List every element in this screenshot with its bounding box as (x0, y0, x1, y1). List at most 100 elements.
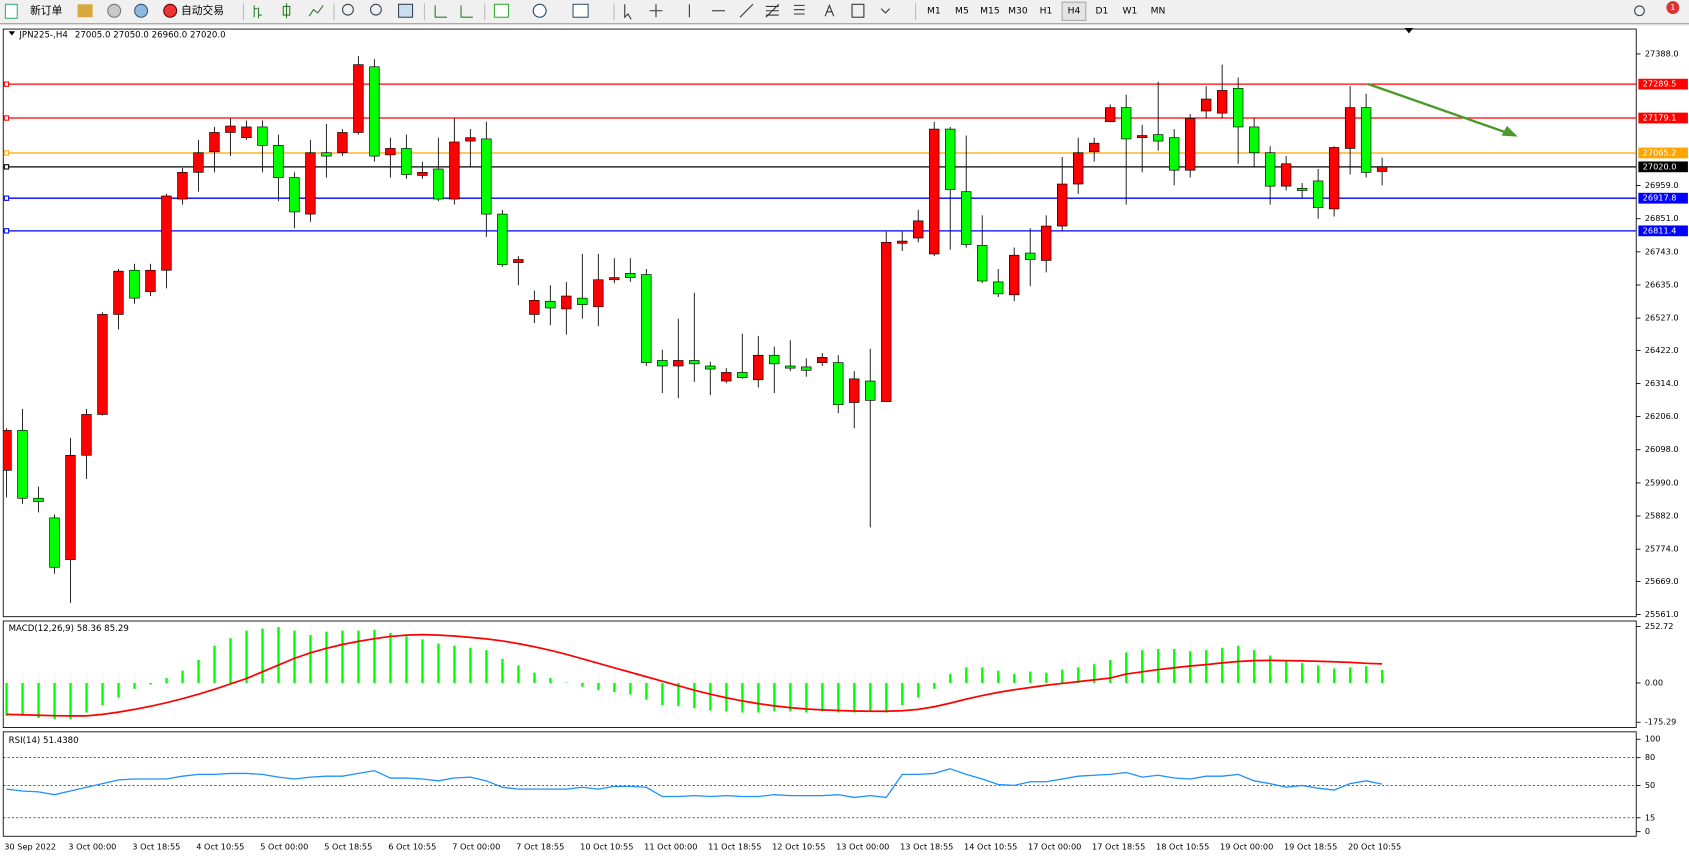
macd-bar (133, 683, 136, 689)
tool-icon[interactable] (77, 4, 93, 18)
new-order-label[interactable]: 新订单 (30, 4, 63, 17)
candle-body (1184, 118, 1196, 171)
macd-bar (245, 630, 248, 684)
channel-tool[interactable] (765, 3, 780, 18)
timeframe-button[interactable]: H4 (1068, 6, 1081, 16)
price-label-box (1638, 112, 1688, 124)
timeframe-button[interactable]: MN (1151, 6, 1166, 16)
tool-icon[interactable] (134, 3, 149, 18)
zoom-icons[interactable] (342, 3, 414, 18)
timeframe-button[interactable]: M30 (1008, 6, 1028, 16)
y-tick-label: 26851.0 (1645, 213, 1679, 223)
macd-bar (997, 670, 1000, 684)
new-order-button[interactable]: 新订单 (4, 3, 63, 19)
x-tick-label: 11 Oct 18:55 (708, 842, 761, 852)
x-tick-label: 18 Oct 10:55 (1156, 842, 1209, 852)
macd-bar (1349, 667, 1352, 684)
x-tick-label: 7 Oct 18:55 (516, 842, 564, 852)
candle-body (657, 360, 668, 367)
scroll-icons[interactable] (434, 5, 473, 18)
macd-bar (949, 673, 952, 684)
macd-bar (293, 630, 296, 684)
timeframe-button[interactable]: M15 (980, 6, 1000, 16)
tool-icon[interactable] (107, 3, 122, 18)
price-label-box (1638, 225, 1688, 237)
candle-body (49, 517, 60, 568)
macd-bar (837, 683, 840, 713)
tile-icon[interactable] (398, 3, 414, 18)
price-marker (3, 150, 10, 156)
auto-trading-button[interactable]: 自动交易 (163, 4, 224, 18)
search-icon[interactable] (1634, 5, 1645, 17)
chart-header: JPN225-,H4 27005.0 27050.0 26960.0 27020… (18, 30, 225, 40)
macd-bar (629, 683, 632, 695)
price-marker (3, 164, 10, 170)
candle-body (321, 152, 332, 157)
y-tick-label: 26743.0 (1645, 246, 1679, 256)
candle-body (977, 245, 988, 282)
cursor-tool[interactable] (624, 4, 632, 20)
auto-trading-label[interactable]: 自动交易 (181, 4, 224, 17)
candle-body (865, 380, 876, 401)
macd-bar (325, 631, 328, 684)
candle-body (609, 277, 620, 281)
candle-body (497, 213, 508, 266)
macd-bar (821, 683, 824, 712)
macd-bar (1301, 663, 1304, 684)
timeframe-button[interactable]: H1 (1040, 6, 1053, 16)
candle-body (273, 145, 284, 178)
macd-bar (453, 645, 456, 684)
candle-body (929, 128, 940, 255)
crosshair-tool[interactable] (649, 4, 663, 18)
candle-body (1057, 183, 1068, 227)
rsi-plot (3, 757, 1637, 819)
y-tick-label: 26206.0 (1645, 411, 1679, 421)
macd-bar (309, 635, 312, 684)
candle-body (641, 274, 652, 363)
macd-bar (277, 627, 280, 684)
alerts[interactable]: 1 (1666, 1, 1680, 14)
candle-chart-icon[interactable] (282, 3, 291, 19)
candle-body (369, 66, 380, 157)
candle-body (289, 177, 300, 213)
templates-icon[interactable] (572, 3, 589, 18)
candle-body (849, 378, 860, 403)
macd-bar (965, 667, 968, 684)
bar-chart-icon[interactable] (253, 5, 262, 19)
drawing-tools[interactable] (624, 3, 891, 20)
timeframe-button[interactable]: W1 (1123, 6, 1138, 16)
arrows-tool[interactable] (880, 8, 891, 14)
periods-icon[interactable] (532, 3, 547, 18)
trendline-tool[interactable] (739, 3, 754, 18)
candle-body (17, 430, 28, 499)
rsi-title: RSI(14) 51.4380 (9, 736, 79, 746)
timeframe-button[interactable]: D1 (1096, 6, 1109, 16)
timeframe-button[interactable]: M5 (955, 6, 969, 16)
candle-body (833, 362, 844, 405)
candle-body (337, 132, 348, 154)
new-order-icon (4, 3, 18, 19)
candle-body (97, 314, 108, 415)
fibo-tool[interactable] (793, 4, 805, 15)
macd-bar (661, 683, 664, 706)
indicators-icon[interactable] (493, 3, 509, 18)
chart-type-icons[interactable] (253, 3, 324, 19)
line-chart-icon[interactable] (308, 5, 324, 17)
x-tick-label: 30 Sep 2022 (4, 842, 56, 852)
timeframe-button[interactable]: M1 (927, 6, 941, 16)
y-tick-label: 26098.0 (1645, 444, 1679, 454)
candle-body (577, 297, 588, 305)
zoom-in-icon[interactable] (342, 3, 354, 16)
macd-bar (1381, 669, 1384, 684)
macd-bar (533, 672, 536, 684)
candle-body (1328, 147, 1340, 210)
candle-body (241, 126, 252, 139)
macd-bar (741, 683, 744, 713)
text-tool[interactable] (824, 3, 835, 17)
candle-body (1216, 90, 1228, 114)
zoom-out-icon[interactable] (370, 3, 382, 16)
y-tick-label: 15 (1645, 812, 1655, 822)
y-tick-label: 252.72 (1645, 621, 1674, 631)
label-tool[interactable] (851, 3, 865, 18)
